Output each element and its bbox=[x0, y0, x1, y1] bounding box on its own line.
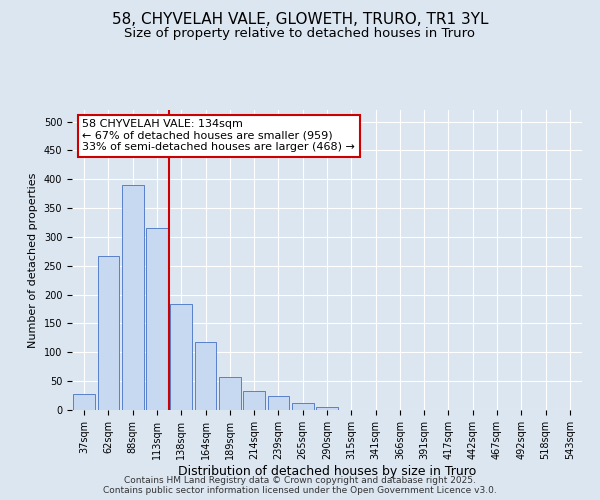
Bar bbox=[122, 185, 143, 410]
Y-axis label: Number of detached properties: Number of detached properties bbox=[28, 172, 38, 348]
Bar bbox=[97, 256, 119, 410]
Bar bbox=[292, 402, 314, 410]
Text: Contains HM Land Registry data © Crown copyright and database right 2025.
Contai: Contains HM Land Registry data © Crown c… bbox=[103, 476, 497, 495]
Bar bbox=[194, 342, 217, 410]
Bar bbox=[73, 394, 95, 410]
Bar bbox=[243, 391, 265, 410]
X-axis label: Distribution of detached houses by size in Truro: Distribution of detached houses by size … bbox=[178, 464, 476, 477]
Bar bbox=[316, 406, 338, 410]
Text: 58, CHYVELAH VALE, GLOWETH, TRURO, TR1 3YL: 58, CHYVELAH VALE, GLOWETH, TRURO, TR1 3… bbox=[112, 12, 488, 28]
Bar bbox=[170, 304, 192, 410]
Bar bbox=[268, 396, 289, 410]
Bar bbox=[219, 376, 241, 410]
Text: Size of property relative to detached houses in Truro: Size of property relative to detached ho… bbox=[125, 28, 476, 40]
Text: 58 CHYVELAH VALE: 134sqm
← 67% of detached houses are smaller (959)
33% of semi-: 58 CHYVELAH VALE: 134sqm ← 67% of detach… bbox=[82, 119, 355, 152]
Bar bbox=[146, 228, 168, 410]
